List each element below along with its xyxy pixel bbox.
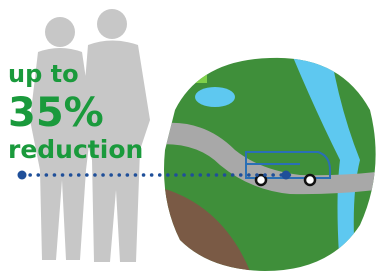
headline-line2: 35% <box>8 90 104 136</box>
infographic: up to 35% reduction <box>0 0 376 271</box>
bus-wheel <box>305 175 315 185</box>
connector-end <box>18 171 27 180</box>
landscape-globe <box>150 50 376 271</box>
connector-end <box>282 171 291 180</box>
headline-line3: reduction <box>8 135 143 164</box>
page: {"headline": {"line1": "up to", "line2":… <box>0 0 376 271</box>
headline-line1: up to <box>8 60 79 88</box>
